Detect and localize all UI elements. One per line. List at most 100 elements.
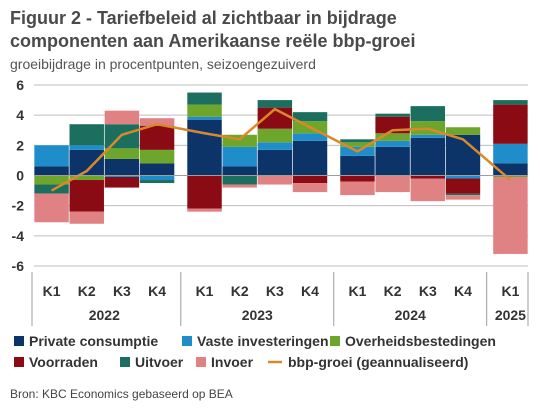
bar-fixed_investment	[292, 133, 328, 141]
x-tick-label: K1	[501, 283, 519, 299]
gdp-line-layer	[50, 107, 512, 192]
x-tick-label: K1	[43, 283, 61, 299]
legend: Private consumptie Vaste investeringen Ove…	[14, 333, 496, 370]
legend-label-fixed_investment: Vaste investeringen	[197, 333, 329, 349]
bar-private_consumption	[104, 158, 140, 176]
bar-imports	[292, 183, 328, 193]
bar-exports	[340, 139, 375, 143]
legend-swatch-exports	[120, 357, 130, 367]
bar-fixed_investment	[187, 116, 222, 120]
legend-swatch-fixed_investment	[182, 336, 192, 346]
bar-government	[34, 175, 69, 185]
bar-fixed_investment	[445, 175, 481, 179]
legend-swatch-government	[330, 336, 340, 346]
bar-exports	[222, 175, 257, 185]
bar-imports	[257, 175, 293, 185]
bar-government	[445, 127, 481, 135]
x-tick-label: K2	[384, 283, 402, 299]
x-tick-label: K4	[301, 283, 319, 299]
y-tick-label: 0	[16, 168, 24, 184]
bar-exports	[445, 193, 481, 196]
bar-exports	[257, 100, 293, 108]
y-tick-label: -6	[12, 258, 25, 274]
bar-inventories	[292, 175, 328, 184]
bar-fixed_investment	[69, 145, 104, 150]
bar-imports	[375, 175, 410, 193]
bar-government	[493, 175, 528, 178]
bar-fixed_investment	[104, 175, 140, 178]
x-year-label: 2025	[495, 307, 526, 323]
bar-fixed_investment	[34, 145, 69, 167]
bar-fixed_investment	[375, 140, 410, 147]
bar-imports	[187, 208, 222, 212]
legend-label-gdp: bbp-groei (geannualiseerd)	[288, 354, 468, 370]
bar-inventories	[493, 104, 528, 144]
bar-exports	[187, 92, 222, 105]
x-tick-label: K1	[196, 283, 214, 299]
bar-government	[139, 149, 175, 164]
legend-swatch-private_consumption	[14, 336, 24, 346]
legend-label-government: Overheidsbestedingen	[345, 333, 496, 349]
bar-inventories	[104, 177, 140, 188]
x-tick-label: K4	[454, 283, 472, 299]
bar-imports	[104, 110, 140, 125]
bar-private_consumption	[139, 163, 175, 176]
source-note: Bron: KBC Economics gebaseerd op BEA	[10, 387, 233, 401]
bar-imports	[139, 118, 175, 126]
bar-fixed_investment	[410, 134, 446, 138]
x-year-label: 2024	[395, 307, 426, 323]
bar-government	[340, 142, 375, 147]
legend-label-imports: Invoer	[211, 354, 254, 370]
x-tick-label: K3	[113, 283, 131, 299]
bar-private_consumption	[445, 134, 481, 176]
chart-subtitle: groeibijdrage in procentpunten, seizoeng…	[10, 56, 316, 72]
y-tick-label: -2	[12, 198, 25, 214]
y-tick-label: 4	[16, 107, 24, 123]
legend-label-exports: Uitvoer	[135, 354, 184, 370]
x-tick-label: K1	[349, 283, 367, 299]
bar-private_consumption	[375, 146, 410, 176]
bar-fixed_investment	[139, 175, 175, 181]
x-tick-label: K3	[266, 283, 284, 299]
bar-private_consumption	[410, 137, 446, 176]
bar-exports	[34, 184, 69, 194]
x-tick-label: K2	[231, 283, 249, 299]
bar-government	[187, 104, 222, 117]
bar-inventories	[340, 175, 375, 182]
y-tick-label: -4	[12, 228, 25, 244]
bar-inventories	[187, 175, 222, 209]
y-tick-label: 6	[16, 77, 24, 93]
bar-inventories	[445, 178, 481, 194]
chart-title-line2: componenten aan Amerikaanse reële bbp-gr…	[10, 31, 415, 51]
bar-government	[69, 175, 104, 181]
bar-private_consumption	[34, 166, 69, 176]
bar-inventories	[139, 125, 175, 150]
x-tick-label: K2	[78, 283, 96, 299]
bar-inventories	[410, 175, 446, 179]
legend-label-inventories: Voorraden	[29, 354, 98, 370]
bar-exports	[139, 180, 175, 184]
bar-inventories	[69, 180, 104, 212]
x-year-label: 2023	[242, 307, 273, 323]
bar-fixed_investment	[257, 142, 293, 150]
axis-layer: -6 -4 -2 0 2 4 6 K1 K2 K3 K4 2022 K1 K2 K3 K4 2023 K1 K2 K3…	[12, 77, 529, 326]
bar-exports	[69, 124, 104, 146]
bar-government	[257, 128, 293, 143]
bar-imports	[493, 177, 528, 254]
legend-label-private_consumption: Private consumptie	[29, 333, 158, 349]
bar-imports	[340, 181, 375, 196]
bar-exports	[493, 100, 528, 105]
gdp-growth-line	[50, 107, 512, 192]
bar-private_consumption	[187, 119, 222, 176]
y-tick-label: 2	[16, 137, 24, 153]
bar-exports	[375, 113, 410, 117]
bar-exports	[292, 112, 328, 122]
chart-title-line1: Figuur 2 - Tariefbeleid al zichtbaar in …	[10, 8, 397, 28]
bar-imports	[410, 178, 446, 202]
bar-imports	[445, 195, 481, 200]
bar-private_consumption	[292, 140, 328, 176]
bar-exports	[410, 106, 446, 122]
legend-swatch-inventories	[14, 357, 24, 367]
bar-imports	[69, 211, 104, 224]
